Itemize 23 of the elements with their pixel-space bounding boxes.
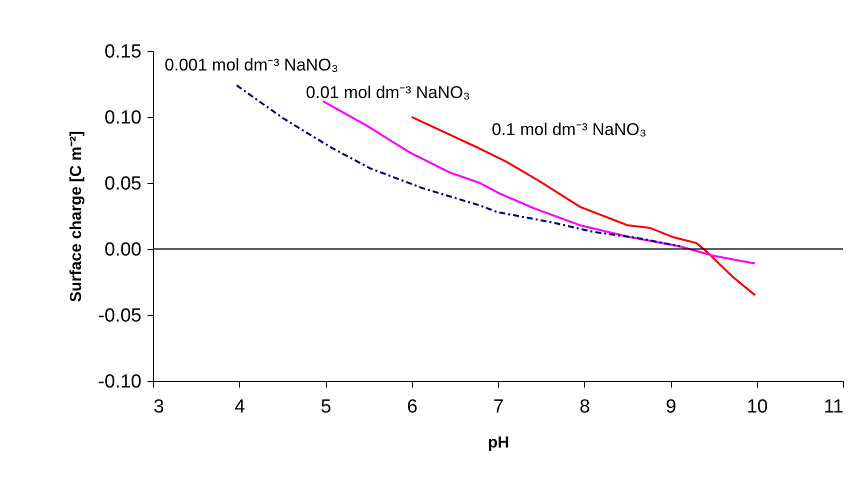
series-label: 0.01 mol dm⁻³ NaNO₃ — [306, 83, 470, 102]
line-series — [410, 116, 756, 296]
line-series — [236, 84, 681, 248]
x-tick-label: 3 — [154, 396, 164, 418]
x-tick-label: 4 — [234, 396, 246, 418]
y-tick-label: 0.15 — [104, 42, 142, 62]
line-series — [322, 100, 756, 265]
y-tick-label: 0.05 — [104, 174, 142, 194]
series-label: 0.001 mol dm⁻³ NaNO₃ — [164, 55, 338, 74]
series-label: 0.1 mol dm⁻³ NaNO₃ — [492, 120, 646, 139]
y-tick-label: -0.10 — [98, 372, 142, 392]
x-tick-label: 9 — [666, 396, 676, 418]
x-tick-label: 11 — [824, 396, 844, 418]
y-tick-label: 0.10 — [104, 108, 142, 128]
y-axis-title: Surface charge [C m⁻²] — [68, 130, 86, 302]
x-tick-label: 7 — [493, 396, 504, 418]
x-axis-title: pH — [488, 434, 510, 452]
y-tick-label: -0.05 — [98, 306, 142, 326]
x-tick-label: 6 — [406, 396, 418, 418]
x-tick-label: 5 — [320, 396, 332, 418]
y-tick-label: 0.00 — [104, 240, 142, 260]
x-tick-label: 8 — [579, 396, 590, 418]
x-tick-label: 10 — [746, 396, 768, 418]
